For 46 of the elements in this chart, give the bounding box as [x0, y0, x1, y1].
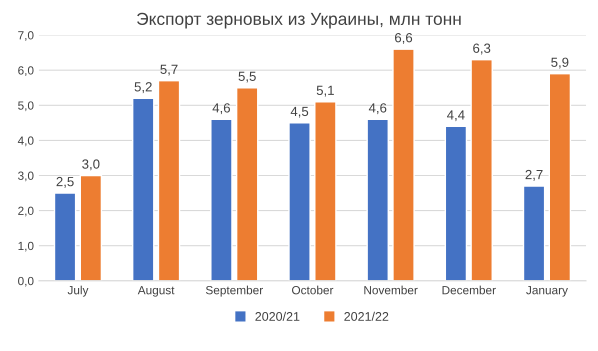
data-label: 2,5: [56, 176, 74, 188]
bar: [392, 48, 415, 281]
x-tick-label: August: [138, 286, 174, 297]
y-tick-label: 4,0: [18, 136, 34, 146]
data-label: 5,1: [316, 86, 334, 97]
bar: [210, 118, 233, 281]
y-tick-label: 1,0: [18, 242, 34, 252]
bar: [54, 192, 76, 281]
x-tick-label: December: [442, 286, 496, 294]
x-tick-label: November: [364, 286, 418, 294]
data-label: 4,6: [212, 103, 230, 114]
y-tick-label: 6,0: [18, 66, 34, 76]
data-label: 4,6: [368, 103, 386, 114]
y-tick-label: 7,0: [18, 31, 34, 41]
chart-title: Экспорт зерновых из Украины, млн тонн: [137, 12, 461, 28]
bar: [236, 87, 258, 281]
bar: [470, 58, 493, 281]
y-tick-label: 3,0: [18, 172, 34, 182]
bar: [132, 98, 154, 281]
data-label: 3,0: [82, 159, 100, 170]
x-tick-label: September: [206, 286, 263, 297]
bar: [158, 80, 180, 281]
bar: [366, 118, 389, 281]
bar: [444, 126, 468, 281]
x-tick-label: October: [292, 286, 334, 294]
data-label: 6,6: [395, 33, 412, 44]
y-tick-label: 0,0: [18, 276, 34, 287]
legend-label: 2020/21: [255, 312, 300, 321]
bar: [80, 174, 102, 281]
data-label: 5,9: [551, 58, 568, 68]
x-tick-label: January: [526, 286, 568, 297]
bar: [314, 101, 337, 281]
data-label: 5,7: [160, 64, 178, 76]
legend-label: 2021/22: [344, 312, 388, 321]
y-tick-label: 5,0: [18, 101, 34, 112]
bar: [548, 73, 572, 281]
data-label: 5,2: [134, 82, 152, 94]
data-label: 2,7: [526, 170, 543, 181]
data-label: 4,5: [290, 106, 308, 118]
bar: [288, 122, 311, 281]
data-label: 4,4: [447, 110, 465, 122]
y-tick-label: 2,0: [18, 206, 34, 216]
data-label: 6,3: [473, 44, 490, 54]
x-tick-label: July: [68, 286, 88, 297]
data-label: 5,5: [238, 72, 256, 83]
bar: [522, 185, 546, 281]
